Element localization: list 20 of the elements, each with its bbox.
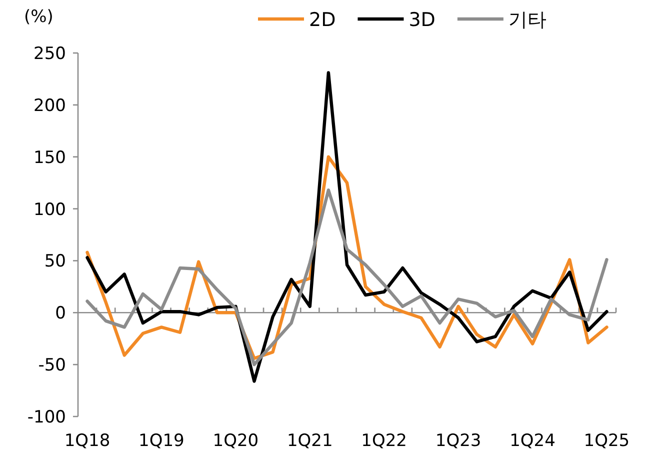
x-tick-label: 1Q24 [510,431,556,450]
y-tick-label: 100 [34,200,66,220]
y-tick-label: 250 [34,44,66,64]
y-tick-label: 200 [34,96,66,116]
y-axis-title: (%) [24,7,54,27]
y-tick-label: -50 [38,356,66,376]
x-tick-label: 1Q19 [138,431,184,450]
y-tick-label: -100 [27,408,66,428]
x-tick-label: 1Q20 [212,431,259,450]
legend-label: 2D [309,9,336,31]
legend-label: 3D [408,9,436,31]
y-tick-label: 0 [55,304,66,324]
x-tick-label: 1Q18 [64,431,110,450]
x-tick-label: 1Q23 [435,431,482,450]
y-tick-label: 50 [44,252,66,272]
legend-label: 기타 [508,9,546,31]
x-tick-label: 1Q21 [286,431,333,450]
y-tick-label: 150 [34,148,66,168]
x-tick-label: 1Q25 [584,431,630,450]
x-tick-label: 1Q22 [361,431,408,450]
